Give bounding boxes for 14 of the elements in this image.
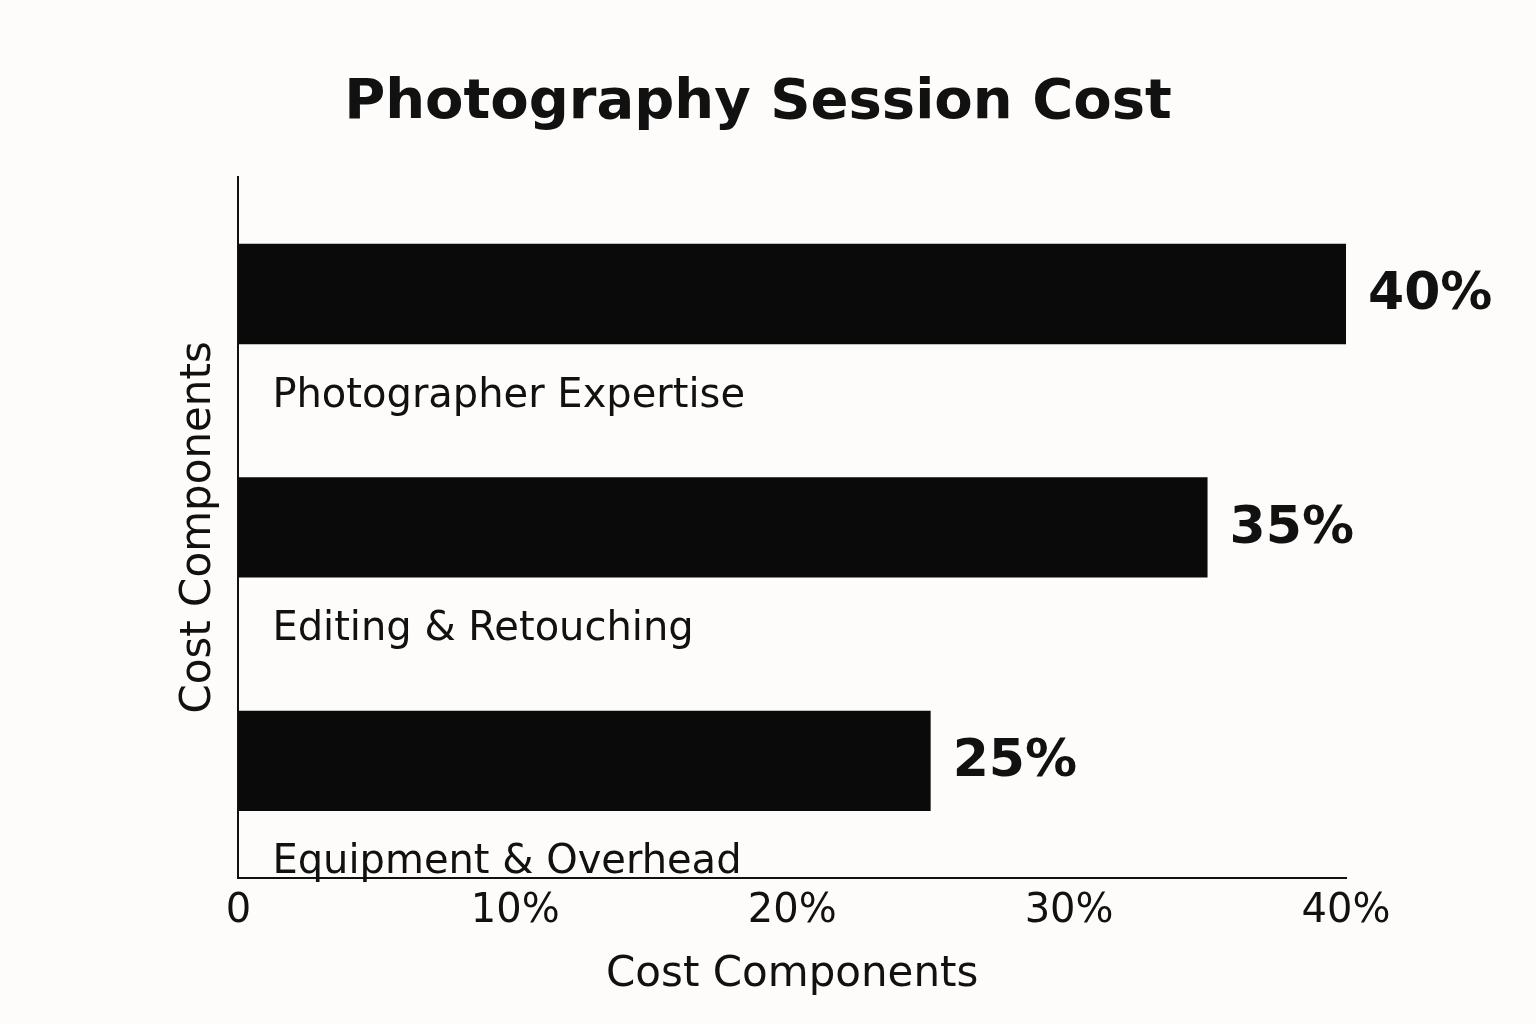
x-axis-title: Cost Components — [605, 946, 979, 996]
y-tick-label: Equipment & Overhead — [272, 836, 742, 883]
y-tick-label: Photographer Expertise — [272, 369, 746, 416]
data-label: 25% — [952, 728, 1078, 789]
x-tick-label: 40% — [1301, 884, 1391, 931]
x-tick-label: 10% — [470, 884, 560, 931]
x-tick-label: 30% — [1024, 884, 1114, 931]
y-axis-title: Cost Components — [171, 341, 221, 714]
y-tick-label: Editing & Retouching — [272, 602, 694, 649]
data-label: 35% — [1229, 494, 1355, 555]
data-label: 40% — [1368, 261, 1493, 322]
x-tick-label: 20% — [747, 884, 837, 931]
x-tick-label: 0 — [225, 884, 252, 931]
chart-title: Photography Session Cost — [344, 66, 1172, 132]
